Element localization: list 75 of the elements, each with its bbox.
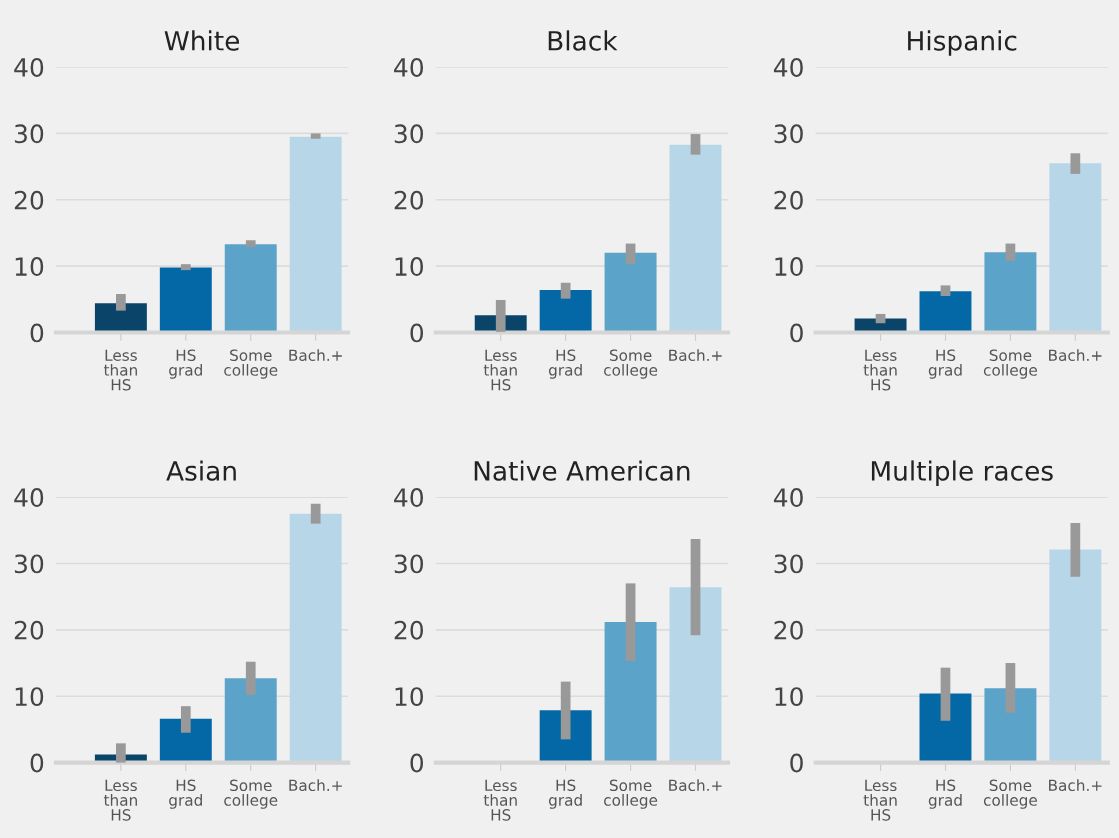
x-tick-label: Bach.+ [1049,779,1102,792]
x-tick-label: Less than HS [103,349,137,391]
bar [159,267,212,333]
y-tick-label: 20 [774,190,803,210]
bar [604,252,657,333]
chart-title: White [164,30,239,51]
x-tick-label: Some college [604,349,658,379]
x-tick-label: HS grad [548,349,582,379]
y-tick-label: 0 [790,323,803,343]
bar [1049,163,1102,333]
y-tick-label: 10 [395,257,424,276]
y-tick-label: 30 [394,124,424,144]
y-tick-label: 0 [410,323,424,343]
chart-title: Black [548,30,618,51]
x-tick-label: HS grad [928,349,962,379]
y-tick-label: 10 [775,687,803,707]
bar [604,621,657,763]
x-tick-label: Less than HS [103,779,137,821]
x-tick-label: Some college [604,779,658,809]
y-tick-label: 40 [773,488,803,507]
y-tick-label: 40 [394,488,424,507]
x-tick-label: Bach.+ [669,779,722,792]
y-tick-label: 30 [394,554,424,574]
y-tick-label: 20 [14,190,44,210]
y-tick-label: 40 [773,57,803,77]
x-tick-label: Less than HS [863,349,897,391]
bar [1049,549,1102,763]
x-tick-label: Some college [224,779,278,809]
y-tick-label: 30 [774,554,803,574]
y-tick-label: 0 [30,753,44,773]
x-tick-label: Bach.+ [289,349,342,362]
chart-title: Hispanic [908,30,1017,56]
x-tick-label: Some college [983,349,1037,379]
y-tick-label: 20 [394,190,424,210]
bar [669,587,722,763]
x-tick-label: HS grad [548,779,582,809]
y-tick-label: 10 [395,687,424,707]
bar [919,291,972,333]
x-tick-label: HS grad [169,349,202,379]
y-tick-label: 10 [15,257,44,276]
bar [984,252,1037,333]
y-tick-label: 20 [394,620,424,640]
y-tick-label: 0 [790,753,803,773]
bar [539,290,592,333]
x-tick-label: Bach.+ [669,349,722,362]
y-tick-label: 40 [394,57,424,77]
y-tick-label: 30 [14,124,44,144]
bar [224,244,277,333]
y-tick-label: 30 [14,554,44,574]
y-tick-label: 0 [30,323,44,343]
x-tick-label: Some college [983,779,1037,809]
x-tick-label: HS grad [169,779,202,809]
bar [984,688,1037,763]
y-tick-label: 10 [775,257,803,276]
y-tick-label: 20 [14,620,44,640]
chart-title: Multiple races [871,460,1053,486]
y-tick-label: 10 [15,687,44,707]
x-tick-label: HS grad [928,779,962,809]
x-tick-label: Less than HS [483,349,517,391]
y-tick-label: 30 [774,124,803,144]
y-tick-label: 0 [410,753,424,773]
x-tick-label: Bach.+ [289,779,342,792]
bar [669,144,722,333]
y-tick-label: 20 [774,620,803,640]
bar [289,513,342,763]
bar [289,136,342,333]
bar [224,678,277,763]
y-tick-label: 40 [14,488,44,507]
x-tick-label: Bach.+ [1049,349,1102,362]
x-tick-label: Less than HS [483,779,517,821]
x-tick-label: Less than HS [863,779,897,821]
chart-title: Asian [166,460,236,481]
x-tick-label: Some college [224,349,278,379]
chart-title: Native American [474,460,690,481]
y-tick-label: 40 [14,57,44,77]
